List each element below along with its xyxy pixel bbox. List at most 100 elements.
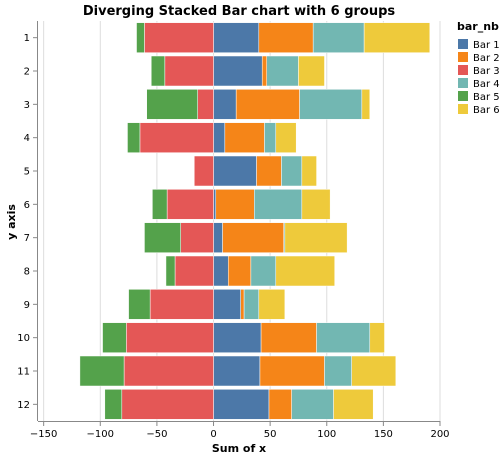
bar-segment bbox=[291, 389, 334, 420]
bar-segment bbox=[299, 89, 363, 120]
bar-segment bbox=[261, 55, 267, 87]
legend-swatch bbox=[458, 52, 468, 62]
bar-segment bbox=[144, 22, 214, 53]
x-tick-label: −100 bbox=[87, 429, 114, 440]
bar-segment bbox=[275, 122, 297, 153]
x-axis-title: Sum of x bbox=[212, 442, 266, 455]
bar-segment bbox=[144, 222, 181, 253]
legend-swatch bbox=[458, 104, 468, 114]
bar-segment bbox=[127, 122, 141, 153]
bar-segment bbox=[146, 89, 198, 120]
legend-label: Bar 1 bbox=[473, 40, 500, 51]
y-tick-label: 12 bbox=[17, 400, 30, 411]
legend-label: Bar 3 bbox=[473, 66, 500, 77]
bar-segment bbox=[240, 289, 245, 320]
bar-segment bbox=[164, 55, 214, 87]
legend-label: Bar 2 bbox=[473, 53, 500, 64]
y-tick-label: 8 bbox=[24, 267, 30, 278]
bar-segment bbox=[136, 22, 145, 53]
bar-segment bbox=[361, 89, 371, 120]
bar-segment bbox=[281, 155, 303, 187]
x-tick-label: 50 bbox=[264, 429, 277, 440]
legend-swatch bbox=[458, 65, 468, 75]
bar-segment bbox=[79, 355, 125, 387]
bars bbox=[79, 22, 431, 420]
y-tick-label: 10 bbox=[17, 333, 30, 344]
bar-segment bbox=[298, 55, 325, 87]
bar-segment bbox=[213, 189, 217, 220]
bar-segment bbox=[312, 22, 365, 53]
legend-swatch bbox=[458, 91, 468, 101]
y-tick-label: 3 bbox=[24, 100, 30, 111]
bar-segment bbox=[351, 355, 397, 387]
bar-segment bbox=[264, 122, 277, 153]
bar-segment bbox=[266, 55, 299, 87]
x-tick-label: −150 bbox=[30, 429, 57, 440]
bar-segment bbox=[152, 189, 168, 220]
bar-segment bbox=[250, 255, 277, 287]
bar-segment bbox=[180, 222, 214, 253]
bar-segment bbox=[213, 155, 257, 187]
x-tick-label: 200 bbox=[430, 429, 449, 440]
bar-segment bbox=[254, 189, 303, 220]
bar-segment bbox=[126, 322, 214, 353]
bar-segment bbox=[227, 255, 252, 287]
y-tick-label: 2 bbox=[24, 67, 30, 78]
legend-swatch bbox=[458, 39, 468, 49]
bar-segment bbox=[301, 155, 317, 187]
y-tick-label: 4 bbox=[24, 133, 30, 144]
bar-segment bbox=[194, 155, 214, 187]
legend-swatch bbox=[458, 78, 468, 88]
bar-segment bbox=[213, 222, 223, 253]
bar-segment bbox=[174, 255, 214, 287]
bar-segment bbox=[275, 255, 335, 287]
bar-segment bbox=[139, 122, 214, 153]
y-tick-label: 9 bbox=[24, 300, 30, 311]
x-tick-label: 150 bbox=[374, 429, 393, 440]
bar-segment bbox=[222, 222, 284, 253]
bar-segment bbox=[213, 289, 241, 320]
legend-label: Bar 4 bbox=[473, 79, 500, 90]
bar-segment bbox=[104, 389, 123, 420]
chart-title: Diverging Stacked Bar chart with 6 group… bbox=[83, 4, 396, 19]
bar-segment bbox=[213, 55, 263, 87]
y-tick-label: 1 bbox=[24, 33, 30, 44]
bar-segment bbox=[213, 355, 261, 387]
bar-segment bbox=[301, 189, 331, 220]
y-tick-label: 5 bbox=[24, 167, 30, 178]
y-tick-label: 6 bbox=[24, 200, 30, 211]
bar-segment bbox=[258, 22, 314, 53]
bar-segment bbox=[324, 355, 352, 387]
x-tick-label: 0 bbox=[210, 429, 216, 440]
bar-segment bbox=[213, 89, 237, 120]
legend-label: Bar 5 bbox=[473, 92, 500, 103]
bar-segment bbox=[224, 122, 265, 153]
x-tick-label: 100 bbox=[317, 429, 336, 440]
bar-segment bbox=[259, 355, 325, 387]
bar-segment bbox=[165, 255, 176, 287]
y-tick-label: 11 bbox=[17, 367, 30, 378]
bar-segment bbox=[316, 322, 371, 353]
bar-segment bbox=[213, 22, 260, 53]
bar-segment bbox=[102, 322, 127, 353]
bar-segment bbox=[260, 322, 317, 353]
bar-segment bbox=[166, 189, 214, 220]
bar-segment bbox=[213, 122, 226, 153]
legend: bar_nb Bar 1 Bar 2 Bar 3 Bar 4 Bar 5 Bar 6 bbox=[457, 20, 500, 116]
legend-label: Bar 6 bbox=[473, 105, 500, 116]
bar-segment bbox=[258, 289, 286, 320]
x-tick-label: −50 bbox=[146, 429, 167, 440]
bar-segment bbox=[121, 389, 214, 420]
bar-segment bbox=[333, 389, 374, 420]
bar-segment bbox=[243, 289, 260, 320]
bar-segment bbox=[213, 255, 229, 287]
bar-segment bbox=[197, 89, 214, 120]
bar-segment bbox=[235, 89, 300, 120]
bar-segment bbox=[284, 222, 348, 253]
bar-segment bbox=[369, 322, 385, 353]
legend-title: bar_nb bbox=[457, 20, 499, 33]
bar-segment bbox=[256, 155, 282, 187]
